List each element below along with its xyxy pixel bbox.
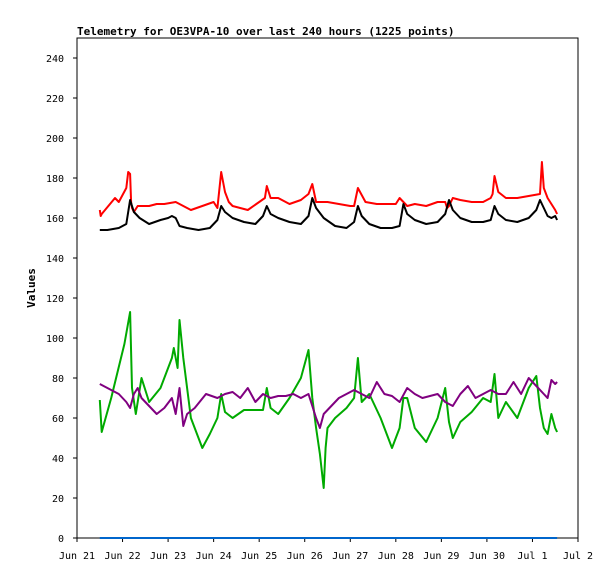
y-tick-label: 240 [46, 54, 64, 65]
x-tick-label: Jun 29 [423, 551, 459, 562]
y-tick-label: 20 [52, 494, 64, 505]
y-tick-label: 140 [46, 254, 64, 265]
series-line-2 [99, 197, 559, 231]
x-tick-label: Jul 1 [517, 551, 547, 562]
y-axis: 0 20 40 60 80 100 120 140 160 180 200 220 240 [46, 54, 77, 545]
x-tick-label: Jun 27 [332, 551, 368, 562]
x-tick-label: Jun 26 [287, 551, 323, 562]
y-tick-label: 0 [58, 534, 64, 545]
series-line-3 [98, 311, 559, 489]
series-line-1 [98, 161, 559, 217]
x-tick-label: Jun 24 [196, 551, 232, 562]
x-axis: Jun 21 Jun 22 Jun 23 Jun 24 Jun 25 Jun 26 Jun … [59, 538, 593, 562]
x-tick-label: Jun 28 [378, 551, 414, 562]
y-axis-label: Values [25, 268, 38, 308]
x-tick-label: Jun 25 [241, 551, 277, 562]
y-tick-label: 180 [46, 174, 64, 185]
chart-title: Telemetry for OE3VPA-10 over last 240 ho… [77, 25, 455, 38]
y-tick-label: 160 [46, 214, 64, 225]
y-tick-label: 80 [52, 374, 64, 385]
x-tick-label: Jun 30 [469, 551, 505, 562]
y-tick-label: 60 [52, 414, 64, 425]
plot-frame [76, 37, 579, 539]
x-tick-label: Jun 22 [104, 551, 140, 562]
series-line-4 [99, 377, 558, 429]
x-tick-label: Jun 23 [150, 551, 186, 562]
y-tick-label: 100 [46, 334, 64, 345]
y-tick-label: 200 [46, 134, 64, 145]
x-tick-label: Jun 21 [59, 551, 95, 562]
y-tick-label: 220 [46, 94, 64, 105]
y-tick-label: 40 [52, 454, 64, 465]
y-tick-label: 120 [46, 294, 64, 305]
series-group [98, 161, 559, 539]
x-tick-label: Jul 2 [563, 551, 593, 562]
